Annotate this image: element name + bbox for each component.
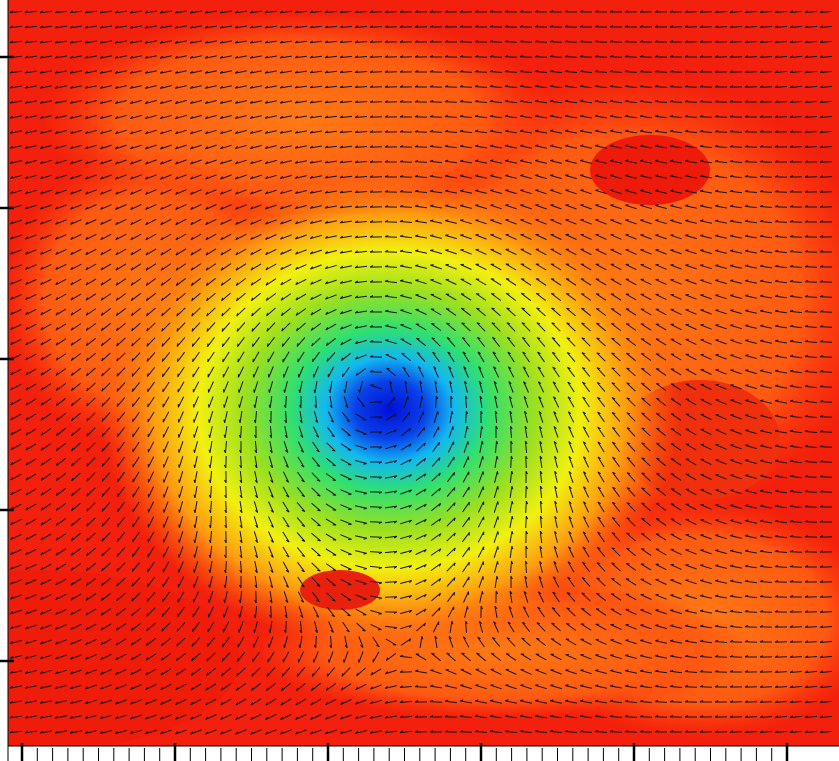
contour-region — [300, 570, 380, 610]
vortex-core — [100, 170, 680, 650]
contour-region — [590, 135, 710, 205]
vector-field-plot — [0, 0, 839, 761]
contour-field — [0, 0, 839, 750]
